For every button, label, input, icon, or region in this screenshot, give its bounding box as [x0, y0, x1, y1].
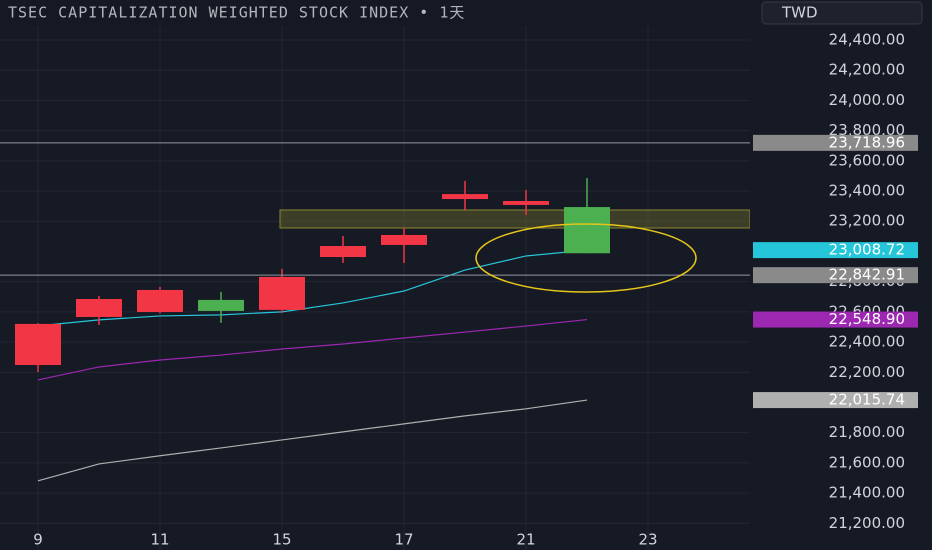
- y-tick-label: 21,400.00: [829, 484, 905, 502]
- y-tick-label: 21,200.00: [829, 514, 905, 532]
- candle-body: [564, 207, 610, 254]
- candle-body: [320, 246, 366, 258]
- x-tick-label: 15: [272, 531, 291, 549]
- price-tag-label: 23,008.72: [829, 241, 905, 259]
- y-tick-label: 24,400.00: [829, 31, 905, 49]
- highlight-zone: [279, 209, 751, 229]
- candle-body: [137, 289, 183, 312]
- candle-body: [503, 201, 549, 205]
- price-tag: [753, 392, 918, 409]
- y-tick-label: 21,800.00: [829, 423, 905, 441]
- candle-body: [15, 323, 61, 366]
- price-tag-label: 22,015.74: [829, 391, 905, 409]
- price-tag: [753, 311, 918, 328]
- header-bg: [0, 0, 750, 26]
- x-tick-label: 17: [394, 531, 413, 549]
- annotation-ellipse: [475, 223, 697, 293]
- currency-button[interactable]: [761, 1, 923, 25]
- y-tick-label: 23,600.00: [829, 151, 905, 169]
- ma-line: [37, 399, 588, 482]
- ma-line: [37, 318, 588, 381]
- price-tag: [753, 134, 918, 151]
- price-tag: [753, 267, 918, 284]
- y-tick-label: 23,200.00: [829, 212, 905, 230]
- x-tick-label: 21: [516, 531, 535, 549]
- y-tick-label: 21,600.00: [829, 453, 905, 471]
- price-tag-label: 22,842.91: [829, 266, 905, 284]
- y-tick-label: 23,800.00: [829, 121, 905, 139]
- y-tick-label: 23,400.00: [829, 182, 905, 200]
- ma-line: [37, 249, 588, 327]
- price-tag-label: 23,718.96: [829, 133, 905, 151]
- y-tick-label: 24,200.00: [829, 61, 905, 79]
- chart-title: TSEC CAPITALIZATION WEIGHTED STOCK INDEX…: [8, 4, 465, 22]
- y-tick-label: 24,000.00: [829, 91, 905, 109]
- price-tag-label: 22,548.90: [829, 310, 905, 328]
- currency-label: TWD: [781, 4, 818, 22]
- candle-body: [381, 234, 427, 245]
- y-tick-label: 22,400.00: [829, 333, 905, 351]
- candle-body: [76, 299, 122, 317]
- candle-body: [442, 194, 488, 200]
- candle-body: [198, 299, 244, 311]
- y-tick-label: 22,200.00: [829, 363, 905, 381]
- x-tick-label: 11: [150, 531, 169, 549]
- candle-body: [259, 276, 305, 310]
- x-tick-label: 23: [638, 531, 657, 549]
- price-tag: [753, 242, 918, 259]
- x-tick-label: 9: [33, 531, 43, 549]
